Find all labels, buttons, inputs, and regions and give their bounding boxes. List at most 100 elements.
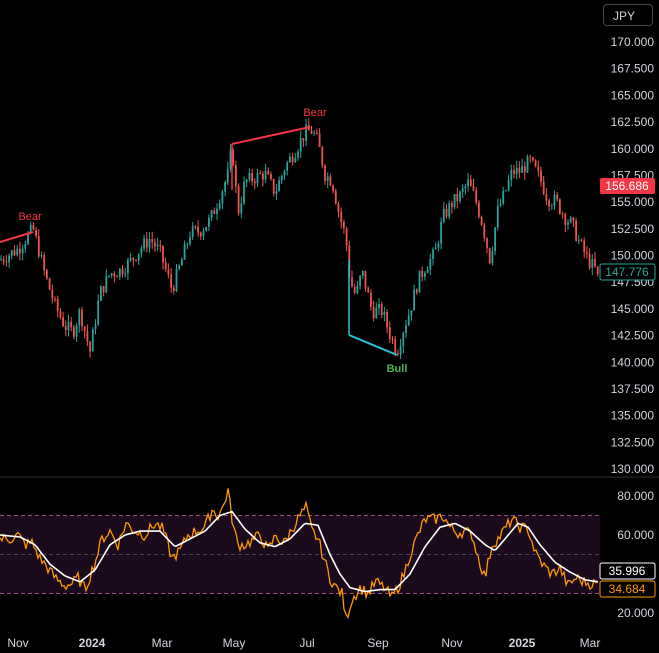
svg-text:147.776: 147.776 xyxy=(605,265,649,279)
bear-divergence-line-left xyxy=(0,231,34,243)
candle-body xyxy=(105,275,108,293)
candle-body xyxy=(421,270,424,277)
candle-body xyxy=(140,248,143,254)
candle-body xyxy=(137,253,140,261)
candle-body xyxy=(16,248,19,256)
candle-body xyxy=(32,224,35,230)
price-tick-label: 140.000 xyxy=(611,355,655,369)
candle-body xyxy=(181,259,183,266)
candle-body xyxy=(553,194,556,206)
price-label-green: 147.776 xyxy=(599,263,656,281)
candle-body xyxy=(297,151,299,158)
symbol-button[interactable]: JPY xyxy=(603,4,653,26)
candle-body xyxy=(375,308,378,319)
candle-body xyxy=(302,138,305,141)
candle-body xyxy=(472,186,475,191)
candle-body xyxy=(240,203,243,214)
candle-body xyxy=(532,157,534,161)
candle-body xyxy=(356,286,359,293)
candle-body xyxy=(383,312,386,316)
candle-body xyxy=(321,147,324,166)
candle-body xyxy=(289,156,291,163)
price-tick-label: 150.000 xyxy=(611,249,655,263)
candle-body xyxy=(545,194,548,201)
candle-body xyxy=(542,181,545,195)
candle-body xyxy=(27,233,29,244)
svg-text:156.686: 156.686 xyxy=(605,179,649,193)
candle-body xyxy=(515,167,518,175)
candle-body xyxy=(405,325,407,334)
candle-body xyxy=(118,268,121,277)
candle-body xyxy=(345,228,348,246)
candle-body xyxy=(415,289,418,293)
candle-body xyxy=(143,238,145,249)
candle-body xyxy=(418,270,421,293)
candle-body xyxy=(432,249,434,259)
candle-body xyxy=(218,203,221,209)
candle-body xyxy=(19,248,21,254)
candle-body xyxy=(424,273,426,277)
candle-body xyxy=(205,226,208,231)
candle-body xyxy=(148,239,151,248)
candle-body xyxy=(59,311,62,318)
candle-body xyxy=(594,259,596,267)
candle-body xyxy=(213,210,216,214)
candle-body xyxy=(35,229,37,236)
candle-body xyxy=(294,157,297,163)
candle-body xyxy=(505,190,507,192)
candle-body xyxy=(586,252,588,254)
rsi-ma-line xyxy=(0,510,599,593)
candle-body xyxy=(316,133,318,134)
candle-body xyxy=(567,222,569,225)
candle-body xyxy=(496,205,499,228)
candle-body xyxy=(248,173,251,180)
candle-body xyxy=(132,257,135,260)
candle-body xyxy=(478,202,480,217)
candle-body xyxy=(434,247,437,250)
candle-body xyxy=(116,276,118,278)
candle-body xyxy=(534,160,537,167)
candle-body xyxy=(48,278,51,290)
candle-body xyxy=(256,172,259,184)
candle-body xyxy=(299,138,302,152)
candle-body xyxy=(453,194,456,207)
candle-body xyxy=(175,268,178,291)
candle-body xyxy=(332,185,334,191)
candle-body xyxy=(564,214,567,225)
candle-body xyxy=(510,169,513,180)
candle-body xyxy=(232,149,235,166)
candle-body xyxy=(162,245,164,263)
candle-body xyxy=(467,179,469,187)
candle-body xyxy=(272,179,275,194)
candle-body xyxy=(399,346,402,355)
time-tick-label: Mar xyxy=(152,636,173,650)
candle-body xyxy=(108,275,110,277)
price-tick-label: 145.000 xyxy=(611,302,655,316)
candle-body xyxy=(529,156,532,158)
candle-body xyxy=(224,182,226,192)
candle-body xyxy=(135,259,137,261)
rsi-tick-label: 80.000 xyxy=(617,489,654,503)
candle-body xyxy=(367,288,370,293)
candle-body xyxy=(216,208,218,214)
candle-body xyxy=(267,170,270,175)
candle-body xyxy=(89,341,91,352)
candle-body xyxy=(164,262,167,270)
candle-body xyxy=(550,205,553,207)
candle-body xyxy=(521,166,523,173)
candle-body xyxy=(194,226,197,228)
candle-body xyxy=(102,286,105,293)
candle-body xyxy=(537,166,540,171)
candle-body xyxy=(286,162,289,171)
candle-body xyxy=(154,242,156,247)
price-tick-label: 135.000 xyxy=(611,409,655,423)
candle-body xyxy=(340,211,343,222)
candle-body xyxy=(372,306,375,319)
candle-body xyxy=(499,203,502,206)
candle-body xyxy=(488,248,491,264)
candle-body xyxy=(94,324,97,330)
price-candles xyxy=(0,118,599,360)
candle-body xyxy=(410,310,413,316)
candle-body xyxy=(270,174,272,179)
candle-body xyxy=(426,269,429,274)
